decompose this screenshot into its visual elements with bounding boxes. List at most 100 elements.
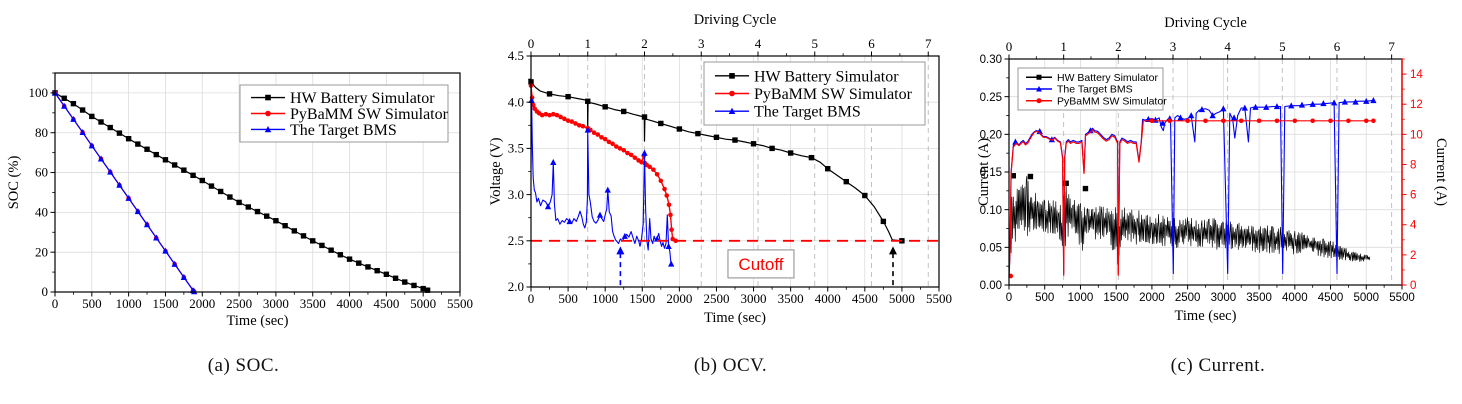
circle-marker (1346, 118, 1351, 124)
triangle-marker (143, 221, 151, 228)
right-axis: 0 2 4 6 8 10 12 14 Current (A) (1401, 58, 1449, 292)
square-marker (729, 73, 735, 79)
tick-label: 6 (1334, 39, 1341, 54)
tick-label: 5500 (1389, 292, 1415, 304)
tick-label: 4 (1410, 220, 1417, 232)
square-marker (365, 264, 371, 270)
tick-label: 10 (1410, 129, 1423, 141)
circle-marker (647, 164, 652, 170)
circle-marker (1167, 118, 1173, 124)
tick-label: 4000 (815, 291, 841, 306)
tick-label: 6 (868, 36, 875, 51)
legend-label: The Target BMS (754, 104, 861, 121)
square-marker (70, 100, 77, 107)
tick-label: 2500 (703, 291, 729, 306)
square-marker (162, 157, 169, 163)
triangle-marker (1363, 97, 1370, 104)
top-axis-title: Driving Cycle (1164, 15, 1247, 31)
triangle-marker (1036, 127, 1043, 135)
tick-label: 2000 (1139, 292, 1165, 304)
square-marker (282, 223, 288, 229)
chart-root: 0 500 1000 1500 2000 2500 3000 3500 4000 4500 5000… (6, 72, 473, 329)
tick-label: 4000 (337, 296, 363, 311)
tick-label: 2 (1115, 39, 1122, 54)
tick-label: 8 (1410, 159, 1416, 171)
square-marker (171, 162, 178, 168)
circle-marker (599, 135, 604, 140)
annotation-boxlabel: Cutoff (727, 249, 795, 279)
tick-label: 1500 (629, 291, 655, 306)
triangle-marker (1241, 104, 1248, 111)
square-marker (880, 218, 887, 225)
circle-marker (602, 136, 608, 142)
square-marker (374, 267, 380, 274)
square-marker (245, 204, 251, 210)
square-marker (116, 130, 123, 136)
triangle-marker (1341, 98, 1348, 105)
tick-label: 5 (811, 36, 818, 51)
cutoff-label: Cutoff (738, 255, 783, 274)
tick-label: 0.30 (980, 54, 1002, 66)
triangle-marker (264, 125, 272, 133)
square-marker (356, 260, 362, 266)
triangle-marker (1012, 138, 1019, 145)
circle-marker (1221, 118, 1226, 124)
triangle-marker (153, 234, 160, 241)
triangle-marker (1220, 105, 1227, 112)
x-axis-title: Time (sec) (704, 310, 766, 326)
square-marker (337, 252, 344, 258)
circle-marker (654, 171, 660, 177)
triangle-marker (1198, 106, 1206, 113)
circle-marker (610, 141, 615, 147)
tick-label: 0 (528, 36, 535, 51)
square-marker (402, 279, 408, 285)
triangle-marker (1273, 103, 1281, 110)
circle-marker (562, 116, 567, 122)
square-marker (641, 114, 648, 120)
square-marker (420, 285, 426, 292)
tick-label: 0.20 (980, 130, 1002, 142)
circle-marker (573, 121, 578, 126)
triangle-marker (1087, 127, 1094, 134)
square-marker (79, 107, 86, 113)
square-marker (125, 136, 132, 142)
square-marker (750, 141, 757, 147)
triangle-marker (665, 242, 672, 250)
circle-marker (576, 123, 582, 128)
tick-label: 5000 (889, 291, 915, 306)
square-marker (658, 120, 664, 127)
square-marker (732, 137, 738, 143)
tick-label: 40 (35, 205, 48, 220)
square-marker (254, 208, 261, 215)
tick-label: 3500 (1246, 292, 1272, 304)
square-marker (383, 271, 390, 277)
tick-label: 1000 (116, 296, 142, 311)
y-axis-title: Current (A) (976, 138, 992, 206)
arrowhead-up-icon (616, 246, 625, 255)
circle-marker (558, 114, 563, 120)
tick-label: 1000 (592, 291, 618, 306)
circle-marker (1371, 118, 1376, 124)
caption-ocv: (b) OCV. (693, 355, 768, 376)
chart-root: 0 500 1000 1500 2000 2500 3000 3500 4000 4500 5000… (976, 15, 1449, 324)
triangle-marker (550, 158, 557, 165)
triangle-marker (1309, 100, 1316, 107)
tick-label: 4.5 (508, 48, 524, 63)
triangle-marker (125, 194, 132, 201)
triangle-marker (61, 102, 68, 109)
triangle-marker (1288, 102, 1295, 109)
circle-marker (1203, 118, 1208, 124)
tick-label: 1 (584, 36, 591, 51)
tick-label: 1 (1060, 39, 1067, 54)
circle-marker (729, 90, 735, 97)
tick-label: 1500 (152, 296, 178, 311)
legend-label: PyBaMM SW Simulator (290, 106, 449, 123)
square-marker (199, 177, 205, 184)
square-marker (190, 172, 196, 179)
triangle-marker (134, 208, 141, 215)
square-marker (265, 94, 271, 101)
tick-label: 0 (52, 296, 59, 311)
triangle-marker (1159, 119, 1166, 126)
tick-label: 3500 (300, 296, 326, 311)
